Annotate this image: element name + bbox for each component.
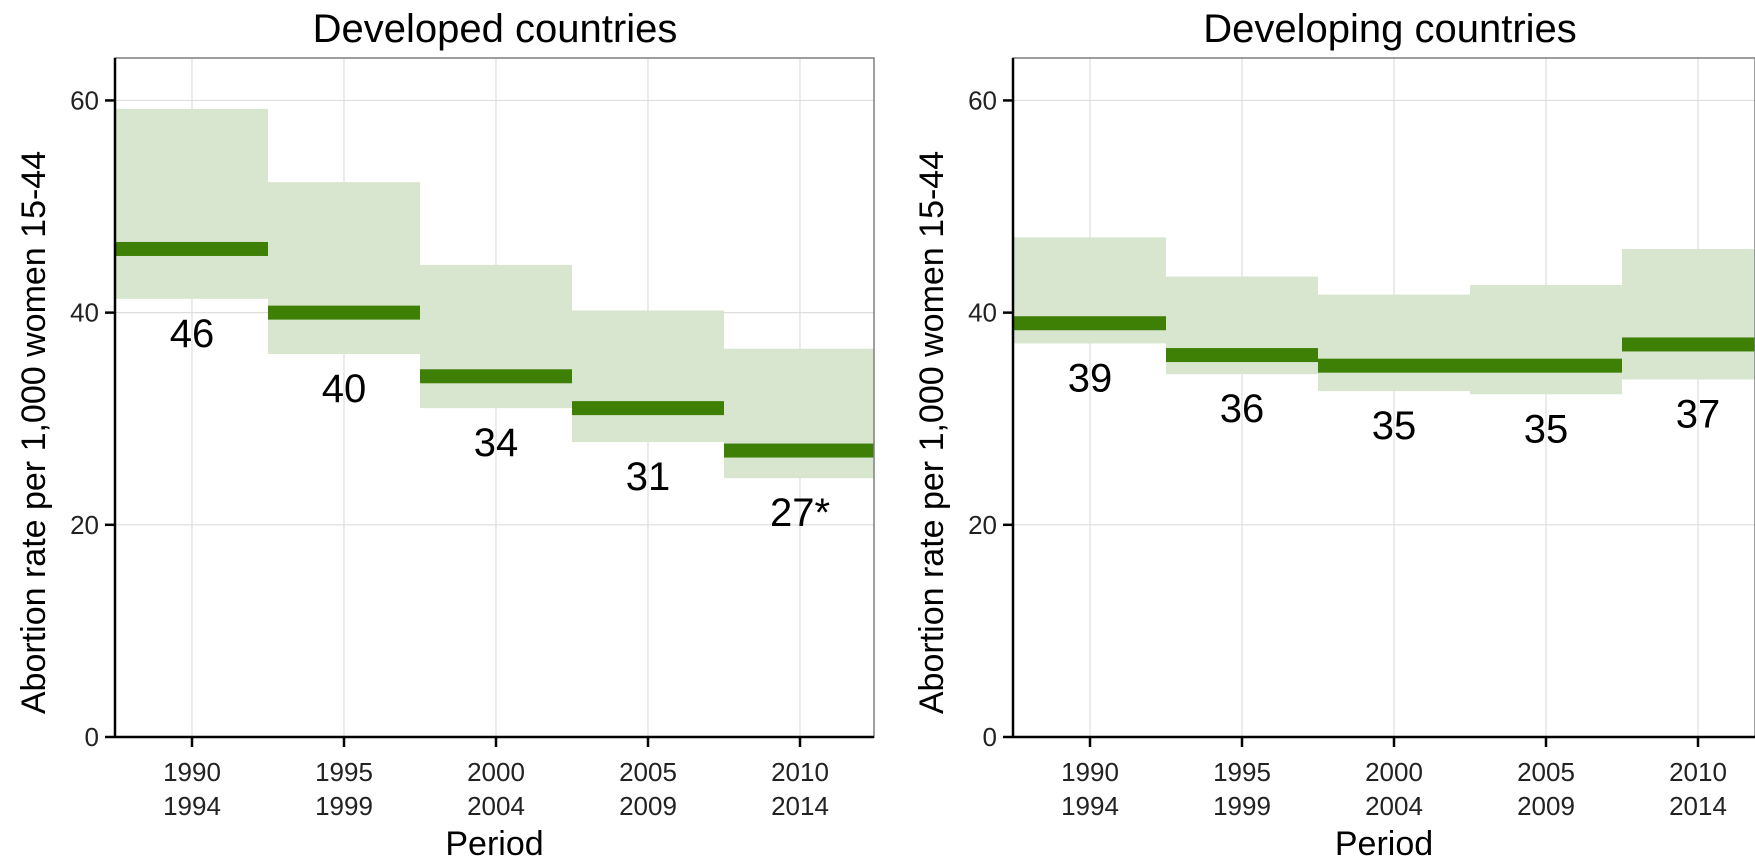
y-tick-label: 0 — [983, 722, 997, 752]
x-tick-label: 2004 — [1365, 791, 1423, 821]
data-label: 37 — [1676, 392, 1721, 436]
confidence-band — [572, 310, 724, 443]
confidence-band — [420, 264, 572, 409]
y-tick-label: 0 — [85, 722, 99, 752]
x-tick-label: 1999 — [1213, 791, 1271, 821]
y-axis-title: Abortion rate per 1,000 women 15-44 — [15, 151, 53, 714]
data-label: 31 — [626, 455, 671, 499]
data-label: 40 — [322, 367, 367, 411]
x-tick-label: 2014 — [1669, 791, 1727, 821]
x-axis-title: Period — [445, 825, 543, 861]
confidence-band — [724, 348, 874, 479]
x-tick-label: 1995 — [315, 757, 373, 787]
data-label: 34 — [474, 421, 519, 465]
x-tick-label: 1994 — [1061, 791, 1119, 821]
estimate-bar — [1166, 348, 1318, 363]
x-tick-label: 1990 — [1061, 757, 1119, 787]
estimate-bar — [116, 241, 268, 256]
x-tick-label: 2005 — [619, 757, 677, 787]
y-tick-label: 40 — [968, 298, 997, 328]
estimate-bar — [420, 369, 572, 384]
x-tick-label: 1995 — [1213, 757, 1271, 787]
x-tick-label: 2004 — [467, 791, 525, 821]
y-tick-label: 20 — [70, 510, 99, 540]
panel-developed: 0 20 40 60 1990 1994 1995 1999 2000 2004 2005 2009 2… — [15, 7, 875, 861]
y-tick-label: 60 — [968, 85, 997, 115]
x-tick-label: 2000 — [467, 757, 525, 787]
plot-area — [1013, 58, 1755, 737]
x-tick-label: 1994 — [163, 791, 221, 821]
confidence-band — [1318, 294, 1470, 392]
x-tick-label: 2005 — [1517, 757, 1575, 787]
panel-developing: 0 20 40 60 1990 1994 1995 1999 2000 2004 2005 2009 2… — [913, 7, 1755, 861]
x-tick-label: 2009 — [619, 791, 677, 821]
data-label: 36 — [1220, 387, 1265, 431]
x-tick-label: 2014 — [771, 791, 829, 821]
x-axis-title: Period — [1335, 825, 1433, 861]
estimate-bar — [1014, 316, 1166, 331]
data-label: 39 — [1068, 356, 1113, 400]
x-tick-label: 2009 — [1517, 791, 1575, 821]
x-tick-label: 2000 — [1365, 757, 1423, 787]
confidence-band — [1470, 285, 1622, 395]
plot-frame — [1012, 57, 1755, 738]
data-label: 46 — [170, 312, 215, 356]
x-tick-label: 2010 — [771, 757, 829, 787]
plot-area — [115, 58, 874, 737]
x-tick-label: 1990 — [163, 757, 221, 787]
x-tick-label: 2010 — [1669, 757, 1727, 787]
data-label: 35 — [1524, 407, 1569, 451]
estimate-bar — [724, 443, 874, 458]
estimate-bar — [1318, 358, 1470, 373]
y-tick-label: 40 — [70, 298, 99, 328]
estimate-bar — [1622, 337, 1755, 352]
confidence-band — [1622, 248, 1755, 380]
y-tick-label: 20 — [968, 510, 997, 540]
panel-title: Developed countries — [313, 7, 678, 51]
data-label: 27* — [770, 491, 830, 535]
estimate-bar — [572, 401, 724, 416]
estimate-bar — [1470, 358, 1622, 373]
y-tick-label: 60 — [70, 85, 99, 115]
x-tick-label: 1999 — [315, 791, 373, 821]
y-axis-title: Abortion rate per 1,000 women 15-44 — [913, 151, 951, 714]
data-label: 35 — [1372, 404, 1417, 448]
confidence-band — [116, 108, 268, 299]
confidence-band — [268, 182, 420, 355]
panel-title: Developing countries — [1203, 7, 1577, 51]
estimate-bar — [268, 305, 420, 320]
